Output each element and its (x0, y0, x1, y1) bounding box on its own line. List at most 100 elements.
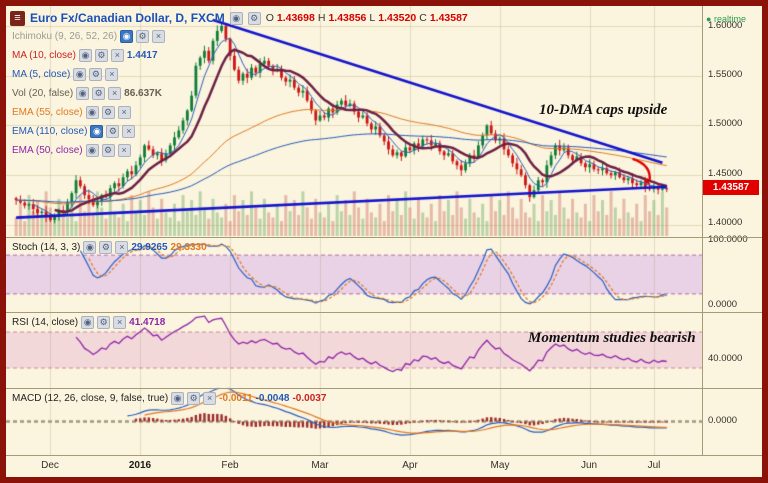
stoch-d-value: 29.3330 (170, 242, 207, 253)
stoch-axis-label: 0.0000 (708, 299, 738, 310)
eye-icon[interactable]: ◉ (85, 106, 99, 119)
realtime-label: realtime (713, 14, 746, 24)
symbol-title[interactable]: Euro Fx/Canadian Dollar, D, FXCM (30, 11, 225, 25)
legend-row-macd: MACD (12, 26, close, 9, false, true) ◉ ⚙… (12, 392, 326, 405)
indicator-label: Vol (20, false) (12, 88, 74, 99)
gear-icon[interactable]: ⚙ (187, 392, 201, 405)
eye-icon[interactable]: ◉ (73, 68, 87, 81)
eye-icon[interactable]: ◉ (171, 392, 185, 405)
high-label: H (317, 12, 326, 24)
open-label: O (265, 12, 274, 24)
gear-icon[interactable]: ⚙ (99, 241, 113, 254)
indicator-label: MACD (12, 26, close, 9, false, true) (12, 393, 169, 404)
indicator-label: RSI (14, close) (12, 317, 79, 328)
gear-icon[interactable]: ⚙ (89, 68, 103, 81)
time-axis-label: 2016 (128, 460, 152, 471)
low-value: 1.43520 (378, 12, 417, 24)
chart-header: ≡ Euro Fx/Canadian Dollar, D, FXCM ◉ ⚙ O… (10, 9, 468, 27)
indicator-label: MA (5, close) (12, 69, 71, 80)
gear-icon[interactable]: ⚙ (94, 49, 108, 62)
price-axis-label: 1.60000 (708, 20, 743, 31)
legend-row-ma5: MA (5, close) ◉ ⚙ × (12, 68, 119, 81)
high-value: 1.43856 (328, 12, 367, 24)
close-icon[interactable]: × (113, 316, 127, 329)
legend-row-ma10: MA (10, close) ◉ ⚙ × 1.4417 (12, 49, 158, 62)
indicator-label: Ichimoku (9, 26, 52, 26) (12, 31, 118, 42)
time-axis-label: Dec (41, 460, 59, 471)
price-axis-label: 1.50000 (708, 118, 743, 129)
time-axis-label: Apr (402, 460, 418, 471)
annotation-10dma[interactable]: 10-DMA caps upside (539, 102, 668, 118)
gear-icon[interactable]: ⚙ (92, 87, 106, 100)
close-icon[interactable]: × (203, 392, 217, 405)
price-axis-label: 1.55000 (708, 69, 743, 80)
indicator-label: EMA (55, close) (12, 107, 83, 118)
pane-divider[interactable] (6, 388, 762, 389)
legend-row-stoch: Stoch (14, 3, 3) ◉ ⚙ × 29.9265 29.3330 (12, 241, 207, 254)
eye-icon[interactable]: ◉ (76, 87, 90, 100)
eye-icon[interactable]: ◉ (90, 125, 104, 138)
macd-hist-value: -0.0011 (219, 393, 253, 404)
realtime-status: ● realtime (706, 14, 746, 24)
eye-icon[interactable]: ◉ (85, 144, 99, 157)
eye-icon[interactable]: ◉ (83, 241, 97, 254)
close-icon[interactable]: × (115, 241, 129, 254)
last-price-tag: 1.43587 (703, 180, 759, 195)
low-label: L (369, 12, 376, 24)
indicator-label: MA (10, close) (12, 50, 76, 61)
eye-icon[interactable]: ◉ (229, 11, 243, 25)
indicator-value: 86.637K (124, 88, 162, 99)
chart-canvas[interactable] (6, 6, 702, 455)
time-axis-label: May (490, 460, 510, 471)
time-axis-label: Mar (311, 460, 329, 471)
legend-row-volume: Vol (20, false) ◉ ⚙ × 86.637K (12, 87, 162, 100)
time-axis-label: Jun (580, 460, 598, 471)
close-icon[interactable]: × (105, 68, 119, 81)
indicator-label: EMA (110, close) (12, 126, 88, 137)
close-label: C (419, 12, 427, 24)
macd-axis-label: 0.0000 (708, 415, 738, 426)
gear-icon[interactable]: ⚙ (136, 30, 150, 43)
price-axis-label: 1.45000 (708, 168, 743, 179)
close-value: 1.43587 (429, 12, 468, 24)
close-icon[interactable]: × (110, 49, 124, 62)
time-axis-label: Jul (647, 460, 661, 471)
rsi-axis-label: 40.0000 (708, 353, 743, 364)
annotation-momentum[interactable]: Momentum studies bearish (528, 330, 696, 346)
pane-divider[interactable] (6, 237, 762, 238)
indicator-label: EMA (50, close) (12, 145, 83, 156)
gear-icon[interactable]: ⚙ (97, 316, 111, 329)
eye-icon[interactable]: ◉ (78, 49, 92, 62)
eye-icon[interactable]: ◉ (81, 316, 95, 329)
legend-row-rsi: RSI (14, close) ◉ ⚙ × 41.4718 (12, 316, 165, 329)
stoch-k-value: 29.9265 (131, 242, 168, 253)
eye-icon[interactable]: ◉ (120, 30, 134, 43)
open-value: 1.43698 (276, 12, 315, 24)
legend-row-ema55: EMA (55, close) ◉ ⚙ × (12, 106, 131, 119)
macd-line-value: -0.0048 (255, 393, 290, 404)
price-axis[interactable]: ● realtime 1.60000 1.55000 1.50000 1.450… (702, 6, 762, 455)
menu-icon[interactable]: ≡ (10, 10, 25, 26)
time-axis-label: Feb (221, 460, 239, 471)
gear-icon[interactable]: ⚙ (101, 144, 115, 157)
time-axis[interactable]: Dec 2016 Feb Mar Apr May Jun Jul (6, 455, 762, 477)
gear-icon[interactable]: ⚙ (247, 11, 261, 25)
close-icon[interactable]: × (122, 125, 136, 138)
legend-row-ichimoku: Ichimoku (9, 26, 52, 26) ◉ ⚙ × (12, 30, 166, 43)
price-axis-label: 1.40000 (708, 217, 743, 228)
gear-icon[interactable]: ⚙ (106, 125, 120, 138)
indicator-value: 1.4417 (126, 50, 158, 61)
pane-divider[interactable] (6, 312, 762, 313)
gear-icon[interactable]: ⚙ (101, 106, 115, 119)
chart-area: ≡ Euro Fx/Canadian Dollar, D, FXCM ◉ ⚙ O… (6, 6, 702, 455)
close-icon[interactable]: × (108, 87, 122, 100)
close-icon[interactable]: × (152, 30, 166, 43)
close-icon[interactable]: × (117, 144, 131, 157)
stoch-axis-label: 100.0000 (708, 234, 748, 245)
close-icon[interactable]: × (117, 106, 131, 119)
legend-row-ema50: EMA (50, close) ◉ ⚙ × (12, 144, 131, 157)
realtime-dot-icon: ● (706, 14, 712, 24)
legend-row-ema110: EMA (110, close) ◉ ⚙ × (12, 125, 136, 138)
macd-signal-value: -0.0037 (292, 393, 327, 404)
